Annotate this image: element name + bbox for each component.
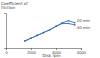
series-point bbox=[61, 23, 63, 25]
x-tick-label: 6000 bbox=[77, 50, 87, 55]
x-tick: 0 bbox=[5, 48, 8, 55]
x-tick: 6000 bbox=[77, 48, 87, 55]
series-point bbox=[24, 40, 26, 42]
series-point bbox=[30, 37, 32, 39]
series-point bbox=[68, 23, 70, 25]
series-point bbox=[36, 35, 38, 37]
series-point bbox=[68, 20, 70, 22]
series-label: 20 min bbox=[77, 18, 91, 23]
series-line bbox=[25, 21, 75, 41]
y-axis-line bbox=[4, 14, 7, 49]
series-point bbox=[61, 22, 63, 24]
series-label: 40 min bbox=[77, 25, 91, 30]
series-point bbox=[74, 22, 76, 24]
plot-area bbox=[24, 20, 76, 42]
y-axis-title: Coefficient offriction bbox=[1, 1, 28, 10]
series-point bbox=[36, 35, 38, 37]
x-axis-line bbox=[7, 49, 82, 51]
x-axis-title: Disk rpm bbox=[43, 53, 61, 58]
series-point bbox=[30, 37, 32, 39]
x-tick-label: 2000 bbox=[27, 50, 37, 55]
series-point bbox=[49, 29, 51, 31]
series-point bbox=[55, 26, 57, 28]
series-point bbox=[55, 26, 57, 28]
x-tick: 2000 bbox=[27, 48, 37, 55]
series-point bbox=[24, 40, 26, 42]
series-point bbox=[49, 29, 51, 31]
series-point bbox=[74, 24, 76, 26]
x-tick-label: 0 bbox=[5, 50, 8, 55]
series-point bbox=[43, 32, 45, 34]
y-axis bbox=[4, 14, 7, 49]
series-line bbox=[25, 24, 75, 42]
series-point bbox=[43, 32, 45, 34]
